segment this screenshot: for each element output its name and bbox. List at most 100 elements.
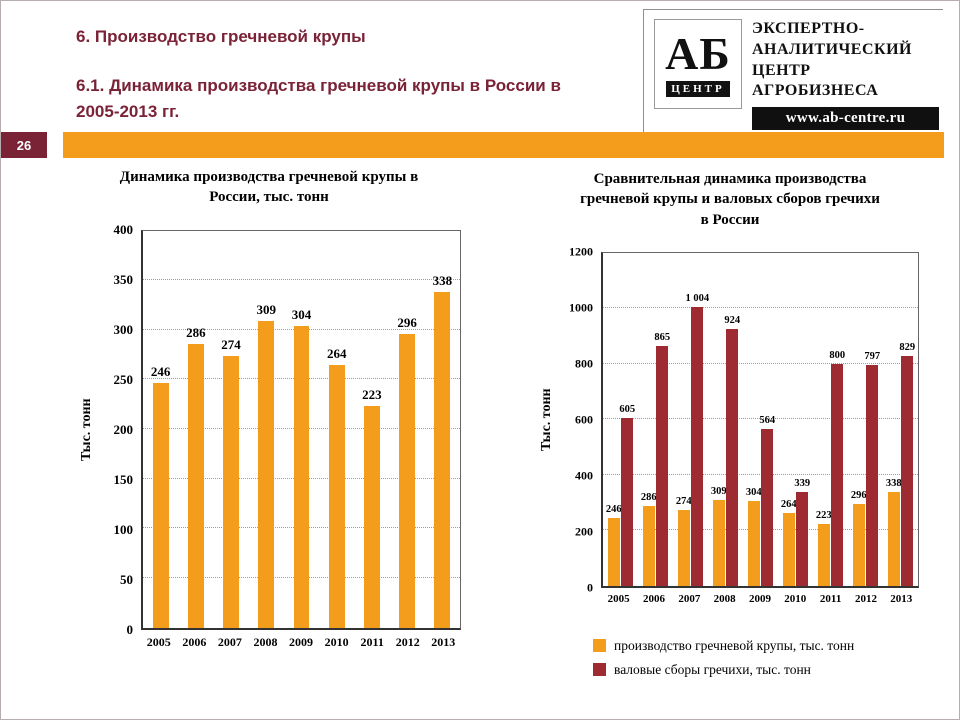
bar-slot: 338 xyxy=(429,231,456,628)
legend-label: валовые сборы гречихи, тыс. тонн xyxy=(614,661,811,677)
bar-slot: 605 xyxy=(619,253,636,586)
bar-slot: 304 xyxy=(746,253,762,586)
bar-2006 xyxy=(642,506,655,586)
bar-slot: 309 xyxy=(711,253,727,586)
x-axis-label: 2013 xyxy=(431,634,456,649)
bar-slot: 296 xyxy=(394,231,421,628)
plot-area: Тыс. тонн 0 50 100 150 200 250 300 350 400 246 28… xyxy=(69,216,469,658)
y-axis-tick: 0 xyxy=(126,621,134,637)
org-name-line: АГРОБИЗНЕСА xyxy=(752,82,879,100)
website-link[interactable]: www.ab-centre.ru xyxy=(752,107,939,131)
header: 6. Производство гречневой крупы 6.1. Дин… xyxy=(76,27,616,124)
bar-2013 xyxy=(901,355,914,586)
bar-slot: 274 xyxy=(217,231,244,628)
bar-value-label: 274 xyxy=(675,495,692,507)
bar-value-label: 274 xyxy=(221,336,241,352)
bar-2011 xyxy=(831,363,844,586)
plot-area: Тыс. тонн 0 200 400 600 800 1000 1200 246 605 28… xyxy=(529,238,931,616)
bar-group-2006: 286 xyxy=(178,231,213,628)
y-axis: 0 50 100 150 200 250 300 350 400 xyxy=(99,222,137,637)
y-axis-title: Тыс. тонн xyxy=(539,388,554,452)
bar-group-2013: 338 xyxy=(425,231,460,628)
bar-value-label: 605 xyxy=(619,403,636,415)
bar-2006 xyxy=(187,343,204,628)
bar-2009 xyxy=(747,501,760,586)
bar-value-label: 264 xyxy=(326,346,347,362)
bar-value-label: 339 xyxy=(794,477,811,489)
bar-slot: 264 xyxy=(780,253,797,586)
bar-value-label: 264 xyxy=(780,498,797,510)
y-axis-tick: 50 xyxy=(120,571,133,587)
orange-band xyxy=(63,132,944,158)
bar-2012 xyxy=(866,364,879,586)
bar-group-2008: 309 924 xyxy=(708,253,743,586)
bar-group-2009: 304 xyxy=(284,231,319,628)
plot-frame: 246 286 274 309 304 264 223 296 338 xyxy=(141,229,461,630)
bar-value-label: 1 004 xyxy=(685,293,710,305)
y-axis-tick: 250 xyxy=(113,371,134,387)
bar-group-2006: 286 865 xyxy=(638,253,673,586)
subsection-title: 6.1. Динамика производства гречневой кру… xyxy=(76,76,561,121)
y-axis-tick: 800 xyxy=(575,356,593,371)
bar-slot: 223 xyxy=(815,253,832,586)
chart-legend: производство гречневой крупы, тыс. тонн в… xyxy=(593,638,931,678)
y-axis-tick: 150 xyxy=(113,471,134,487)
bar-group-2012: 296 xyxy=(390,231,425,628)
plot-frame: 246 605 286 865 274 1 004 309 924 304 564 264 339 22… xyxy=(601,251,919,588)
bar-2007 xyxy=(677,509,690,586)
bar-value-label: 223 xyxy=(362,387,382,403)
bar-2012 xyxy=(852,503,865,586)
org-name-line: АНАЛИТИЧЕСКИЙ xyxy=(752,40,912,58)
bar-2009 xyxy=(761,429,774,586)
gridline xyxy=(603,307,918,309)
legend-label: производство гречневой крупы, тыс. тонн xyxy=(614,637,855,653)
x-axis-label: 2012 xyxy=(854,592,877,605)
bar-value-label: 296 xyxy=(850,489,867,501)
bar-slot: 286 xyxy=(182,231,209,628)
bar-2007 xyxy=(691,307,704,586)
bar-2005 xyxy=(621,417,634,586)
bar-value-label: 338 xyxy=(432,273,453,289)
y-axis-tick: 300 xyxy=(113,321,134,337)
y-axis-title: Тыс. тонн xyxy=(79,398,94,461)
bar-2013 xyxy=(434,292,451,628)
bar-slot: 304 xyxy=(288,231,315,628)
org-name-line: ЦЕНТР xyxy=(752,61,811,79)
x-axis-label: 2010 xyxy=(324,634,349,649)
x-axis-label: 2008 xyxy=(253,634,278,649)
bar-2005 xyxy=(152,383,169,628)
bar-slot: 286 xyxy=(641,253,657,586)
bar-slot: 309 xyxy=(253,231,280,628)
logo-block: АБ ЦЕНТР ЭКСПЕРТНО- АНАЛИТИЧЕСКИЙ ЦЕНТР … xyxy=(643,9,943,135)
gridline xyxy=(603,473,918,475)
section-title: 6. Производство гречневой крупы xyxy=(76,27,366,46)
y-axis-tick: 350 xyxy=(113,271,134,287)
bar-2006 xyxy=(656,345,669,586)
bar-value-label: 309 xyxy=(256,301,277,317)
divider-band: 26 xyxy=(1,132,959,158)
x-axis-label: 2011 xyxy=(360,634,384,649)
bar-2012 xyxy=(399,333,416,628)
x-axis: 2005 2006 2007 2008 2009 2010 2011 2012 2013 xyxy=(601,593,919,605)
bar-2008 xyxy=(258,320,275,628)
bar-2011 xyxy=(364,406,380,628)
bars-container: 246 605 286 865 274 1 004 309 924 304 564 264 339 22… xyxy=(603,253,918,586)
legend-swatch xyxy=(593,663,606,677)
bar-2005 xyxy=(607,517,620,586)
bar-2013 xyxy=(887,491,900,586)
gridline xyxy=(603,362,918,364)
bar-group-2007: 274 xyxy=(213,231,248,628)
chart-title: Сравнительная динамика производства греч… xyxy=(580,171,880,228)
page-number-badge: 26 xyxy=(1,132,47,158)
bar-group-2013: 338 829 xyxy=(883,253,918,586)
bar-value-label: 797 xyxy=(864,350,881,362)
bar-group-2005: 246 xyxy=(143,231,178,628)
chart-comparative-dynamics: Сравнительная динамика производства греч… xyxy=(529,169,931,678)
bar-value-label: 286 xyxy=(186,324,206,340)
bar-value-label: 223 xyxy=(815,509,832,521)
bar-2010 xyxy=(782,512,795,586)
bar-slot: 246 xyxy=(147,231,174,628)
org-name-line: ЭКСПЕРТНО- xyxy=(752,20,865,37)
legend-item: производство гречневой крупы, тыс. тонн xyxy=(593,638,931,654)
